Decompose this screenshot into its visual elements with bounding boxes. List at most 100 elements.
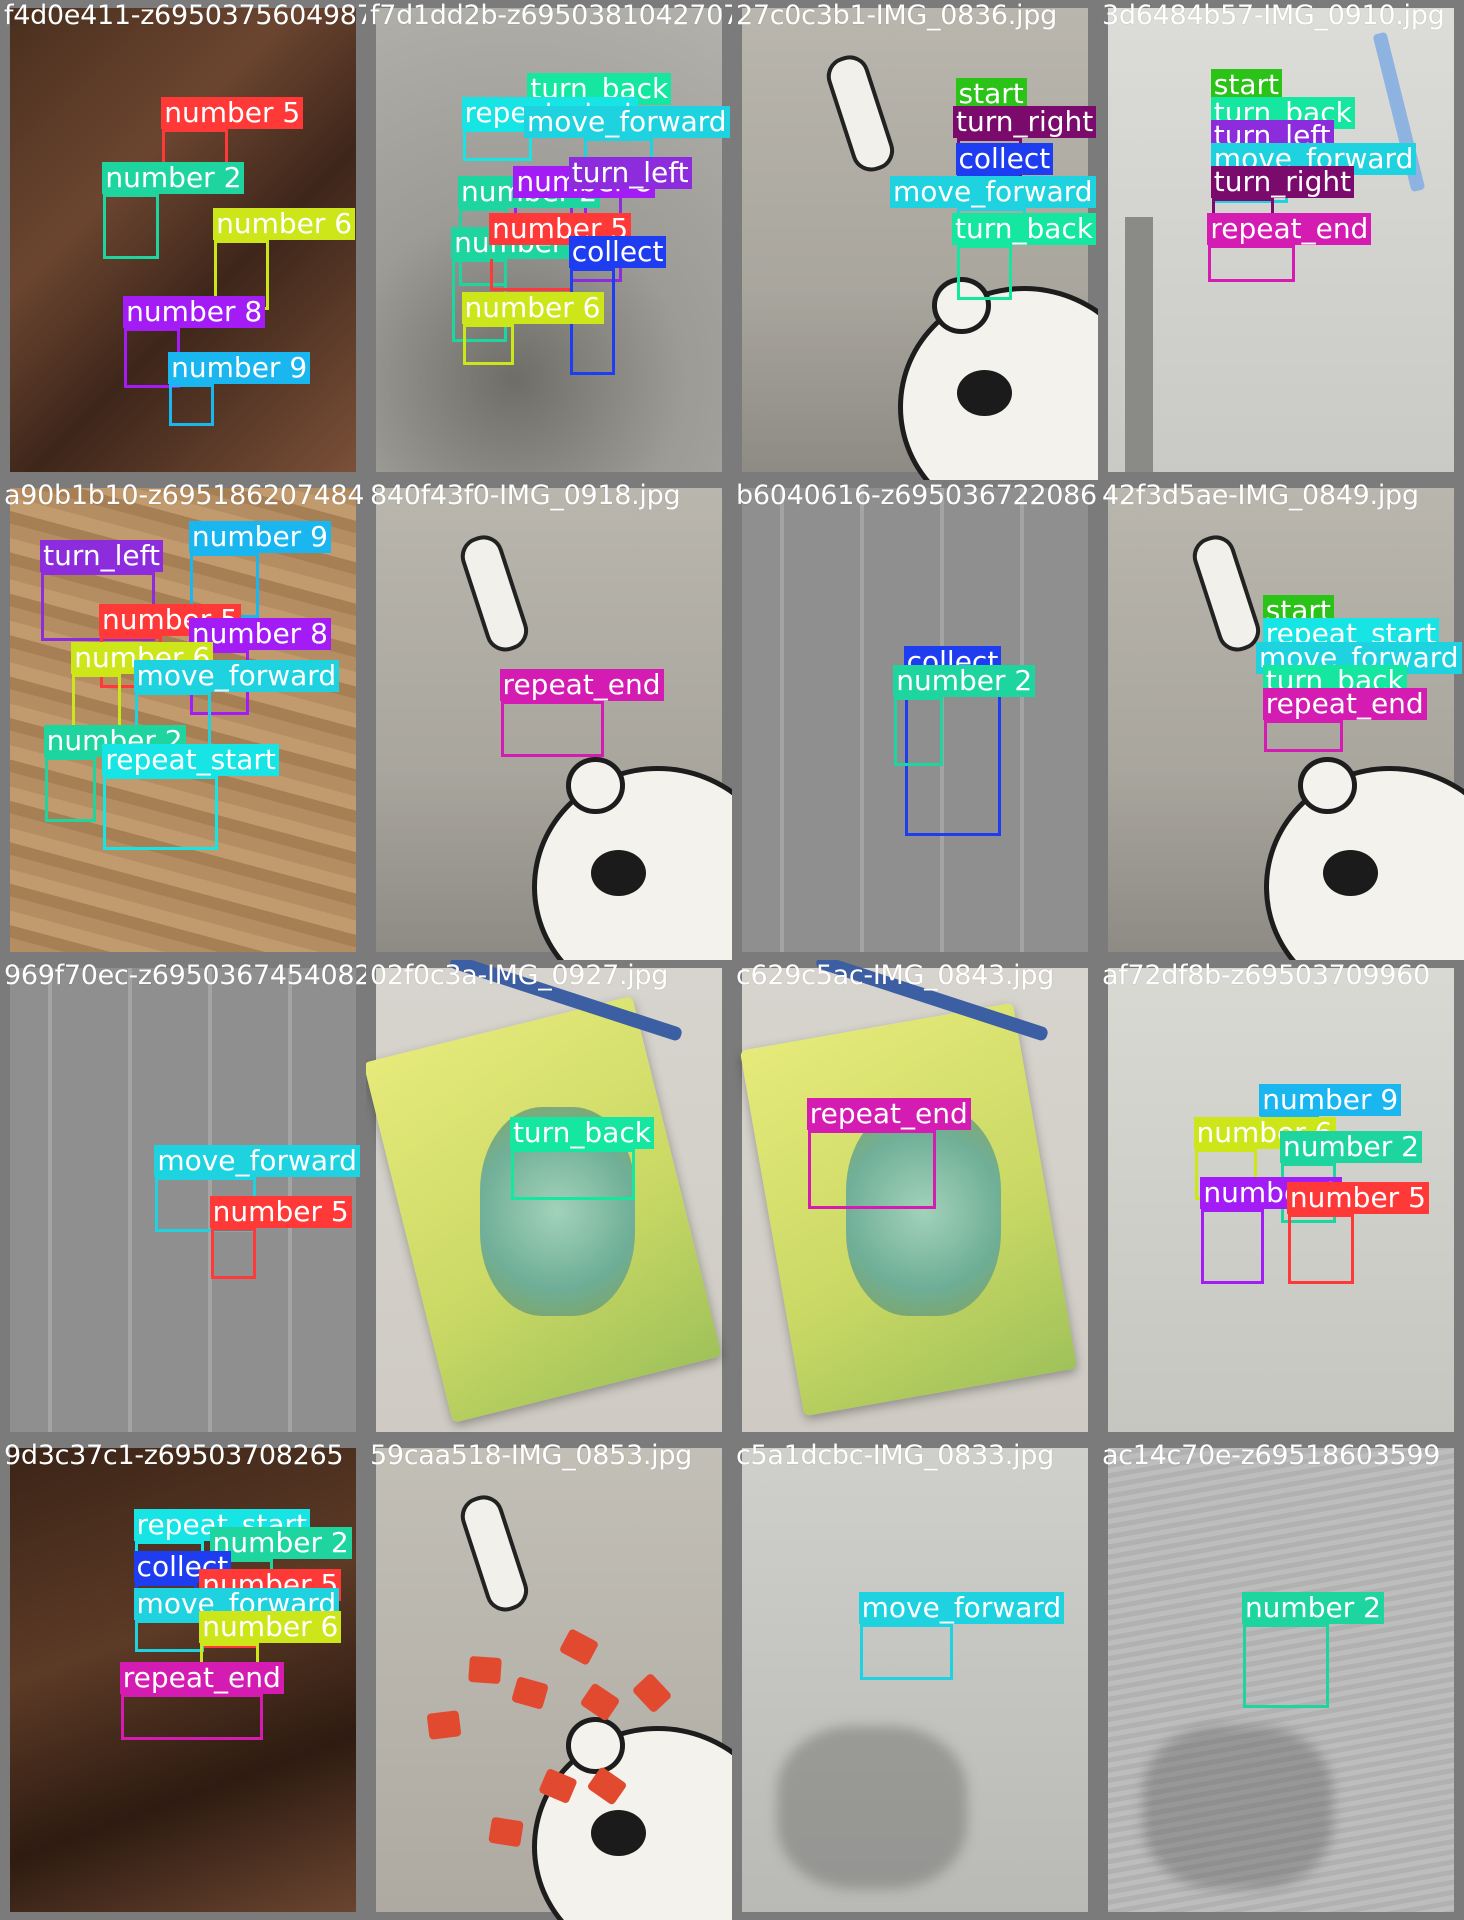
tile-photo (742, 488, 1088, 952)
photo-scene (376, 488, 732, 960)
detection-label: repeat_end (806, 1098, 971, 1131)
detection-label: number 6 (461, 291, 604, 324)
tile-photo (742, 1448, 1088, 1912)
detection-box (169, 383, 215, 426)
grid-tile: a90b1b10-z69518620748410_f13f0c079428846… (0, 480, 366, 960)
detection-box (510, 1148, 636, 1200)
detection-label: number 9 (1259, 1084, 1402, 1117)
tile-photo (366, 960, 722, 1432)
detection-box (1263, 720, 1344, 753)
detection-label: number 6 (199, 1610, 342, 1643)
detection-label: repeat_end (119, 1661, 284, 1694)
grid-tile: 969f70ec-z69503674540821_b08ab1765e985f7… (0, 960, 366, 1440)
detection-box (210, 1227, 256, 1279)
tile-filename: a90b1b10-z69518620748410_f13f0c079428846… (4, 480, 366, 511)
detection-label: turn_left (568, 156, 692, 189)
tile-filename: c629c5ac-IMG_0843.jpg (736, 960, 1054, 991)
detection-box (1287, 1213, 1354, 1284)
grid-tile: 59caa518-IMG_0853.jpg (366, 1440, 732, 1920)
tile-filename: f7d1dd2b-z69503810427077_6485b67a5836528… (370, 0, 732, 31)
grid-tile: c629c5ac-IMG_0843.jpg repeat_end (732, 960, 1098, 1440)
detection-box (44, 757, 97, 823)
tile-filename: 969f70ec-z69503674540821_b08ab1765e985f7… (4, 960, 366, 991)
detection-label: start (955, 78, 1027, 111)
detection-box (134, 1619, 204, 1653)
detection-box (120, 1693, 263, 1741)
detection-label: move_forward (154, 1144, 360, 1177)
detection-label: move_forward (133, 660, 340, 693)
detection-label: turn_back (952, 212, 1097, 245)
photo-scene (742, 1448, 1088, 1912)
tile-filename: c5a1dcbc-IMG_0833.jpg (736, 1440, 1054, 1471)
detection-box (462, 323, 515, 366)
grid-tile: 840f43f0-IMG_0918.jpg repeat_end (366, 480, 732, 960)
detection-box (500, 701, 605, 758)
detection-label: collect (955, 143, 1054, 176)
photo-scene (376, 1448, 732, 1920)
grid-tile: 3d6484b57-IMG_0910.jpg start turn_back turn… (1098, 0, 1464, 480)
tile-photo (739, 960, 1088, 1432)
grid-tile: f7d1dd2b-z69503810427077_6485b67a5836528… (366, 0, 732, 480)
tile-filename: 840f43f0-IMG_0918.jpg (370, 480, 681, 511)
tile-filename: 9d3c37c1-z69503708265 (4, 1440, 344, 1471)
tile-filename: 59caa518-IMG_0853.jpg (370, 1440, 693, 1471)
detection-label: collect (568, 235, 667, 268)
photo-scene (1108, 488, 1464, 960)
grid-tile: ac14c70e-z69518603599 number 2 (1098, 1440, 1464, 1920)
detection-label: number 9 (168, 351, 311, 384)
grid-tile: af72df8b-z69503709960 number 9 number 6 num… (1098, 960, 1464, 1440)
detection-label: number 5 (209, 1195, 352, 1228)
tile-filename: 02f0c3a-IMG_0927.jpg (370, 960, 669, 991)
detection-box (894, 696, 943, 767)
detection-box (1242, 1624, 1330, 1708)
detection-label: number 9 (188, 520, 331, 553)
detection-label: number 6 (213, 208, 356, 240)
tile-photo (376, 488, 732, 960)
detection-label: number 2 (102, 161, 245, 194)
detection-label: start (1210, 68, 1283, 101)
detection-label: repeat_start (102, 743, 279, 776)
photo-scene (366, 960, 722, 1432)
detection-label: move_forward (890, 175, 1096, 208)
detection-label: turn_back (509, 1116, 654, 1149)
detection-box (103, 775, 218, 850)
detection-label: number 5 (1286, 1181, 1429, 1214)
detection-box (859, 1624, 954, 1680)
detection-label: turn_right (1210, 166, 1355, 199)
tile-photo (1108, 1448, 1454, 1912)
detection-label: number 2 (1280, 1130, 1422, 1163)
detection-label: number 8 (123, 296, 266, 329)
detection-label: number 2 (209, 1527, 352, 1560)
detection-label: repeat_end (1262, 688, 1427, 720)
grid-tile: c5a1dcbc-IMG_0833.jpg move_forward (732, 1440, 1098, 1920)
detection-box (956, 244, 1012, 301)
detection-label: number 2 (1241, 1592, 1384, 1625)
detection-label: move_forward (858, 1592, 1065, 1625)
detection-box (103, 193, 159, 259)
tile-filename: af72df8b-z69503709960 (1102, 960, 1430, 991)
grid-tile: f4d0e411-z69503756049872_cddb2c3450a1a27… (0, 0, 366, 480)
grid-tile: b6040616-z69503672208642_a4064c0cdb6e9co… (732, 480, 1098, 960)
tile-filename: 27c0c3b1-IMG_0836.jpg (736, 0, 1057, 31)
detection-label: repeat_end (499, 669, 664, 702)
detection-box (462, 128, 532, 162)
detection-label: move_forward (524, 105, 730, 138)
tile-filename: 42f3d5ae-IMG_0849.jpg (1102, 480, 1419, 511)
tile-filename: f4d0e411-z69503756049872_cddb2c3450a1a27… (4, 0, 366, 31)
detection-label: turn_right (953, 105, 1097, 138)
tile-filename: 3d6484b57-IMG_0910.jpg (1102, 0, 1445, 31)
grid-tile: 42f3d5ae-IMG_0849.jpg start repeat_start mo… (1098, 480, 1464, 960)
photo-scene (739, 960, 1088, 1432)
tile-filename: ac14c70e-z69518603599 (1102, 1440, 1441, 1471)
detection-box (1201, 1209, 1264, 1284)
detection-label: repeat_end (1207, 212, 1372, 245)
tile-photo (376, 1448, 732, 1920)
detection-label: number 2 (893, 664, 1036, 697)
detection-box (807, 1130, 936, 1210)
grid-tile: 9d3c37c1-z69503708265 repeat_start number … (0, 1440, 366, 1920)
detection-box (1208, 244, 1295, 282)
tile-photo (10, 8, 356, 472)
grid-tile: 02f0c3a-IMG_0927.jpg turn_back (366, 960, 732, 1440)
